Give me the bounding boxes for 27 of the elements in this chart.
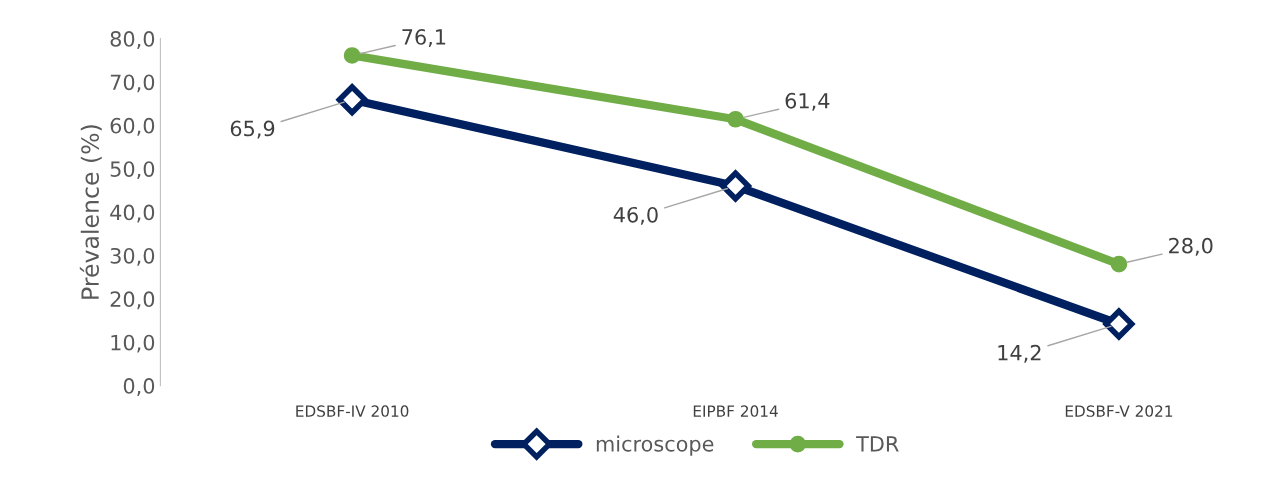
point bbox=[1103, 308, 1135, 340]
data-label: 65,9 bbox=[230, 120, 275, 139]
y-tick-label: 70,0 bbox=[110, 74, 155, 93]
data-label: 28,0 bbox=[1169, 237, 1213, 256]
data-label: 46,0 bbox=[613, 206, 658, 225]
y-axis-title: Prévalence (%) bbox=[79, 125, 102, 299]
data-label: 76,1 bbox=[402, 29, 446, 47]
y-tick-label: 50,0 bbox=[110, 161, 155, 180]
point bbox=[1110, 255, 1128, 273]
x-tick-label: EDSBF-IV 2010 bbox=[296, 405, 409, 417]
y-tick-label: 80,0 bbox=[110, 31, 155, 49]
point bbox=[719, 170, 752, 202]
legend-label: TDR bbox=[856, 436, 899, 452]
point bbox=[336, 84, 368, 116]
legend-label: microscope bbox=[596, 435, 714, 456]
y-tick-label: 30,0 bbox=[110, 247, 155, 266]
x-tick-label: EDSBF-V 2021 bbox=[1065, 405, 1173, 417]
y-tick-label: 10,0 bbox=[111, 334, 155, 353]
data-label: 61,4 bbox=[785, 92, 830, 111]
y-tick-label: 40,0 bbox=[110, 204, 155, 223]
data-label: 14,2 bbox=[998, 344, 1041, 363]
y-tick-label: 0,0 bbox=[123, 378, 155, 396]
point bbox=[727, 110, 744, 128]
y-tick-label: 60,0 bbox=[110, 117, 155, 136]
x-tick-label: EIPBF 2014 bbox=[693, 405, 778, 417]
y-tick-label: 20,0 bbox=[110, 291, 155, 310]
point bbox=[343, 47, 361, 64]
